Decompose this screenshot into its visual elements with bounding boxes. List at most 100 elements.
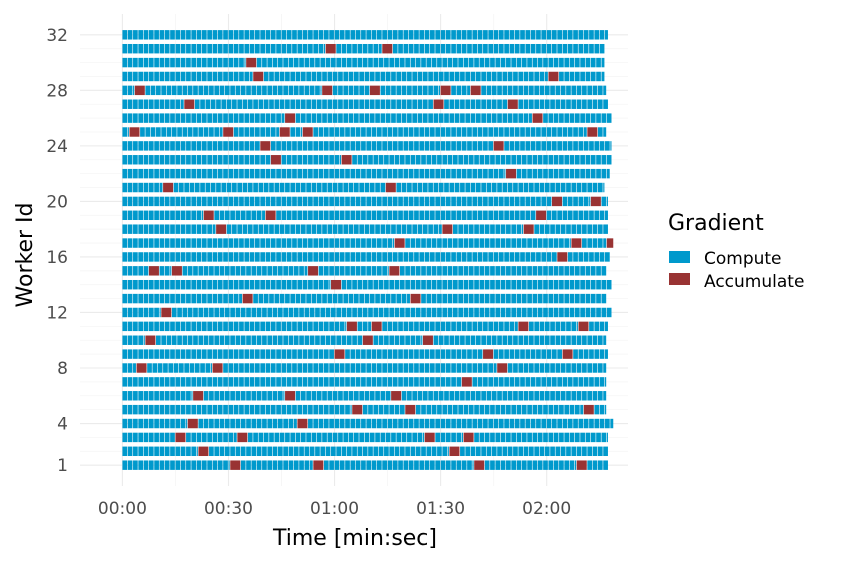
compute-bar [175, 155, 181, 165]
compute-bar [290, 99, 296, 109]
compute-bar [258, 293, 264, 304]
compute-bar [200, 99, 205, 109]
compute-bar [405, 307, 410, 318]
compute-bar [272, 335, 278, 345]
accumulate-bar [576, 460, 587, 470]
compute-bar [392, 349, 398, 359]
compute-bar [511, 460, 517, 470]
compute-bar [523, 182, 529, 193]
compute-bar [373, 307, 379, 318]
compute-bar [477, 168, 483, 179]
compute-bar [414, 349, 419, 359]
compute-bar [444, 335, 449, 345]
compute-bar [313, 238, 319, 248]
compute-bar [408, 210, 414, 221]
compute-bar [133, 113, 138, 123]
compute-bar [509, 43, 515, 54]
compute-bar [292, 252, 297, 262]
compute-bar [290, 224, 296, 234]
compute-bar [532, 168, 538, 179]
compute-bar [408, 30, 414, 40]
compute-bar [376, 363, 382, 373]
compute-bar [530, 141, 536, 151]
compute-bar [490, 224, 495, 234]
worker-row [122, 182, 605, 193]
compute-bar [419, 127, 425, 137]
compute-bar [240, 446, 246, 457]
compute-bar [207, 224, 212, 234]
compute-bar [265, 127, 271, 137]
compute-bar [474, 224, 479, 234]
compute-bar [177, 85, 182, 96]
compute-bar [412, 391, 418, 401]
compute-bar [362, 155, 368, 165]
compute-bar [419, 141, 425, 151]
compute-bar [302, 155, 308, 165]
compute-bar [194, 182, 200, 193]
compute-bar [465, 99, 471, 109]
compute-bar [380, 85, 386, 96]
compute-bar [451, 30, 456, 40]
compute-bar [574, 460, 577, 470]
compute-bar [366, 377, 372, 387]
compute-bar [357, 57, 363, 68]
compute-bar [201, 432, 207, 443]
compute-bar [219, 391, 225, 401]
compute-bar [292, 279, 297, 290]
compute-bar [597, 99, 603, 109]
compute-bar [415, 57, 421, 68]
compute-bar [529, 335, 534, 345]
compute-bar [272, 418, 278, 429]
compute-bar [559, 113, 564, 123]
compute-bar [133, 155, 138, 165]
worker-row [122, 349, 608, 359]
compute-bar [159, 113, 165, 123]
compute-bar [283, 57, 288, 68]
compute-bar [127, 141, 133, 151]
compute-bar [350, 30, 356, 40]
compute-bar [566, 363, 571, 373]
compute-bar [285, 99, 290, 109]
compute-bar [329, 141, 334, 151]
compute-bar [479, 57, 485, 68]
compute-bar [212, 252, 218, 262]
compute-bar [331, 57, 336, 68]
compute-bar [569, 293, 575, 304]
compute-bar [224, 307, 230, 318]
compute-bar [514, 252, 520, 262]
compute-bar [369, 71, 375, 82]
compute-bar [329, 252, 334, 262]
compute-bar [148, 196, 154, 207]
compute-bar [311, 432, 317, 443]
compute-bar [302, 141, 308, 151]
compute-bar [606, 113, 612, 123]
compute-bar [297, 404, 303, 415]
compute-bar [472, 43, 478, 54]
compute-bar [255, 30, 260, 40]
compute-bar [255, 238, 260, 248]
compute-bar [506, 307, 511, 318]
accumulate-bar [237, 432, 248, 443]
compute-bar [574, 168, 580, 179]
compute-bar [302, 168, 308, 179]
compute-bar [422, 113, 428, 123]
compute-bar [527, 57, 532, 68]
compute-bar [544, 99, 550, 109]
compute-bar [361, 363, 366, 373]
compute-bar [368, 307, 373, 318]
compute-bar [180, 391, 186, 401]
compute-bar [143, 335, 145, 345]
worker-row [122, 57, 605, 68]
compute-bar [361, 266, 366, 276]
compute-bar [148, 99, 154, 109]
compute-bar [461, 168, 467, 179]
compute-bar [164, 391, 170, 401]
compute-bar [228, 238, 234, 248]
compute-bar [491, 335, 497, 345]
compute-bar [456, 363, 462, 373]
compute-bar [138, 252, 144, 262]
compute-bar [368, 321, 372, 332]
compute-bar [592, 182, 598, 193]
compute-bar [382, 210, 387, 221]
compute-bar [191, 196, 197, 207]
